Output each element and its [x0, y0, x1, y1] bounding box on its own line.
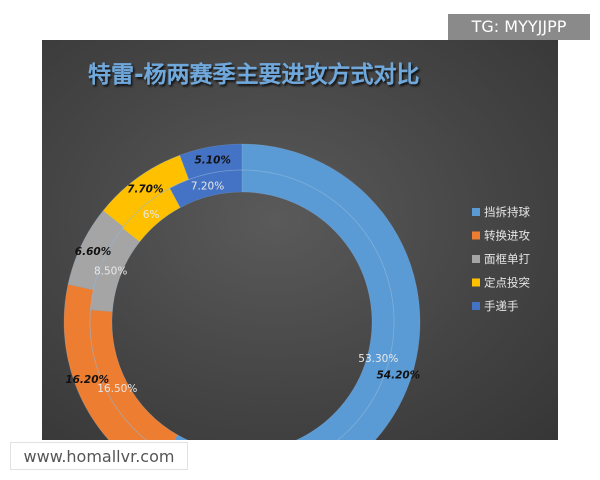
inner-ring-label-1: 16.50%	[97, 383, 137, 395]
inner-ring-slice-0	[174, 169, 395, 440]
inner-ring-label-2: 8.50%	[94, 266, 127, 278]
legend-label-0: 挡拆持球	[484, 205, 530, 219]
donut-chart: 特雷-杨两赛季主要进攻方式对比 54.20% 16.20% 6.60% 7.70% 5.…	[63, 61, 530, 440]
outer-ring-label-4: 5.10%	[194, 155, 230, 167]
inner-ring-label-0: 53.30%	[358, 353, 398, 365]
chart-title: 特雷-杨两赛季主要进攻方式对比	[88, 61, 420, 88]
legend-label-4: 手递手	[484, 299, 519, 313]
outer-ring-label-2: 6.60%	[75, 246, 111, 258]
ring-separator	[89, 169, 395, 440]
outer-ring-label-0: 54.20%	[376, 370, 420, 382]
outer-ring-label-1: 16.20%	[65, 374, 109, 386]
legend-swatch-3	[472, 278, 480, 287]
legend-label-2: 面框单打	[484, 252, 530, 266]
outer-ring-label-3: 7.70%	[127, 183, 163, 195]
legend-label-1: 转换进攻	[484, 229, 530, 243]
inner-ring-label-4: 7.20%	[191, 180, 224, 192]
legend-swatch-1	[472, 231, 480, 240]
legend-swatch-2	[472, 255, 480, 263]
legend-label-3: 定点投突	[484, 276, 530, 290]
inner-ring-slice-4	[169, 169, 243, 208]
chart-panel: 特雷-杨两赛季主要进攻方式对比 54.20% 16.20% 6.60% 7.70% 5.…	[42, 40, 558, 440]
outer-ring-slice-1	[63, 283, 147, 440]
site-watermark: www.homallvr.com	[10, 442, 188, 470]
inner-ring-label-3: 6%	[143, 209, 160, 221]
legend-swatch-4	[472, 302, 480, 310]
telegram-watermark: TG: MYYJJPP	[448, 14, 590, 40]
legend-swatch-0	[472, 208, 480, 216]
